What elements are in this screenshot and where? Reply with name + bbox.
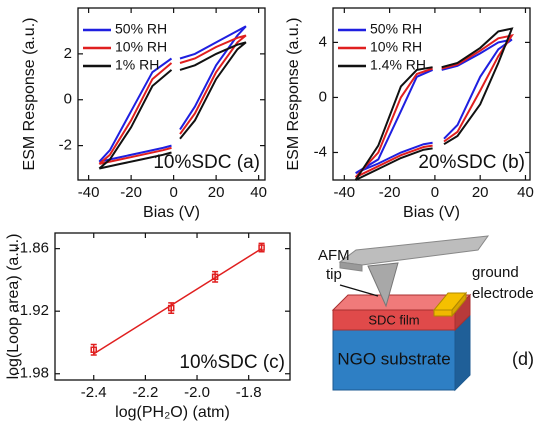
tip-label: AFM <box>318 247 350 264</box>
electrode-label: electrode <box>472 285 534 302</box>
legend-label: 50% RH <box>115 21 167 37</box>
legend-label: 1.4% RH <box>370 57 426 73</box>
annotation: 10%SDC (a) <box>153 152 260 173</box>
x-tick-label: -2.0 <box>184 384 210 401</box>
x-tick-label: -40 <box>78 184 100 201</box>
x-tick-label: -40 <box>333 184 355 201</box>
y-tick-label: -1.92 <box>15 302 49 319</box>
x-tick-label: 40 <box>250 184 267 201</box>
diagram: AFM tip ground electrode SDC film NGO su… <box>318 235 534 392</box>
data-point <box>167 304 175 312</box>
y-tick-label: 0 <box>319 88 327 105</box>
x-tick-label: -2.4 <box>81 384 107 401</box>
y-axis-title: log(Loop area) (a.u.) <box>5 234 22 380</box>
y-tick-label: -1.86 <box>15 240 49 257</box>
panel-label: (d) <box>512 349 534 369</box>
cantilever <box>338 235 490 266</box>
plot-frame <box>54 232 291 381</box>
x-axis-title: Bias (V) <box>403 204 460 221</box>
legend-label: 50% RH <box>370 21 422 37</box>
x-tick-label: -20 <box>120 184 142 201</box>
x-tick-label: 0 <box>431 184 439 201</box>
data-point <box>211 273 219 281</box>
error-bar <box>168 302 175 315</box>
electrode-front <box>433 309 453 317</box>
legend-label: 10% RH <box>370 39 422 55</box>
annotation: 10%SDC (c) <box>179 352 285 373</box>
loop-line <box>98 34 247 165</box>
tip-arrow <box>339 284 379 297</box>
loop-line <box>354 34 515 179</box>
error-bar <box>90 343 97 356</box>
y-axis-title: ESM Response (a.u.) <box>21 18 38 171</box>
y-tick-label: 4 <box>319 33 327 50</box>
substrate-label: NGO substrate <box>337 349 450 368</box>
x-tick-label: 0 <box>169 184 177 201</box>
loop-line <box>98 25 247 163</box>
electrode-label: ground <box>472 264 519 281</box>
y-tick-label: -2 <box>59 137 72 154</box>
film-top <box>331 294 472 311</box>
y-tick-label: 2 <box>64 45 72 62</box>
x-tick-label: -2.2 <box>132 384 158 401</box>
x-axis-title: Bias (V) <box>143 204 200 221</box>
afm-tip <box>367 262 399 308</box>
x-tick-label: -1.8 <box>236 384 262 401</box>
data-point <box>90 346 97 354</box>
y-tick-label: -4 <box>314 143 327 160</box>
fit-line <box>93 247 262 355</box>
y-tick-label: -1.98 <box>15 365 49 382</box>
x-tick-label: 20 <box>472 184 489 201</box>
loop-line <box>98 41 247 170</box>
x-tick-label: 20 <box>208 184 225 201</box>
error-bar <box>212 270 219 283</box>
film-label: SDC film <box>368 312 419 327</box>
tip-label: tip <box>326 266 342 283</box>
x-tick-label: -20 <box>379 184 401 201</box>
legend-label: 1% RH <box>115 57 159 73</box>
legend-label: 10% RH <box>115 39 167 55</box>
y-axis-title: ESM Response (a.u.) <box>285 18 302 171</box>
y-tick-label: 0 <box>64 91 72 108</box>
x-tick-label: 40 <box>517 184 534 201</box>
plot-frame <box>77 7 266 181</box>
cantilever-edge <box>339 261 363 272</box>
x-axis-title: log(PH₂O) (atm) <box>115 404 230 421</box>
plot-frame <box>332 7 531 181</box>
loop-line <box>354 27 514 181</box>
data-point <box>258 244 265 251</box>
annotation: 20%SDC (b) <box>418 152 525 173</box>
loop-line <box>355 38 513 175</box>
